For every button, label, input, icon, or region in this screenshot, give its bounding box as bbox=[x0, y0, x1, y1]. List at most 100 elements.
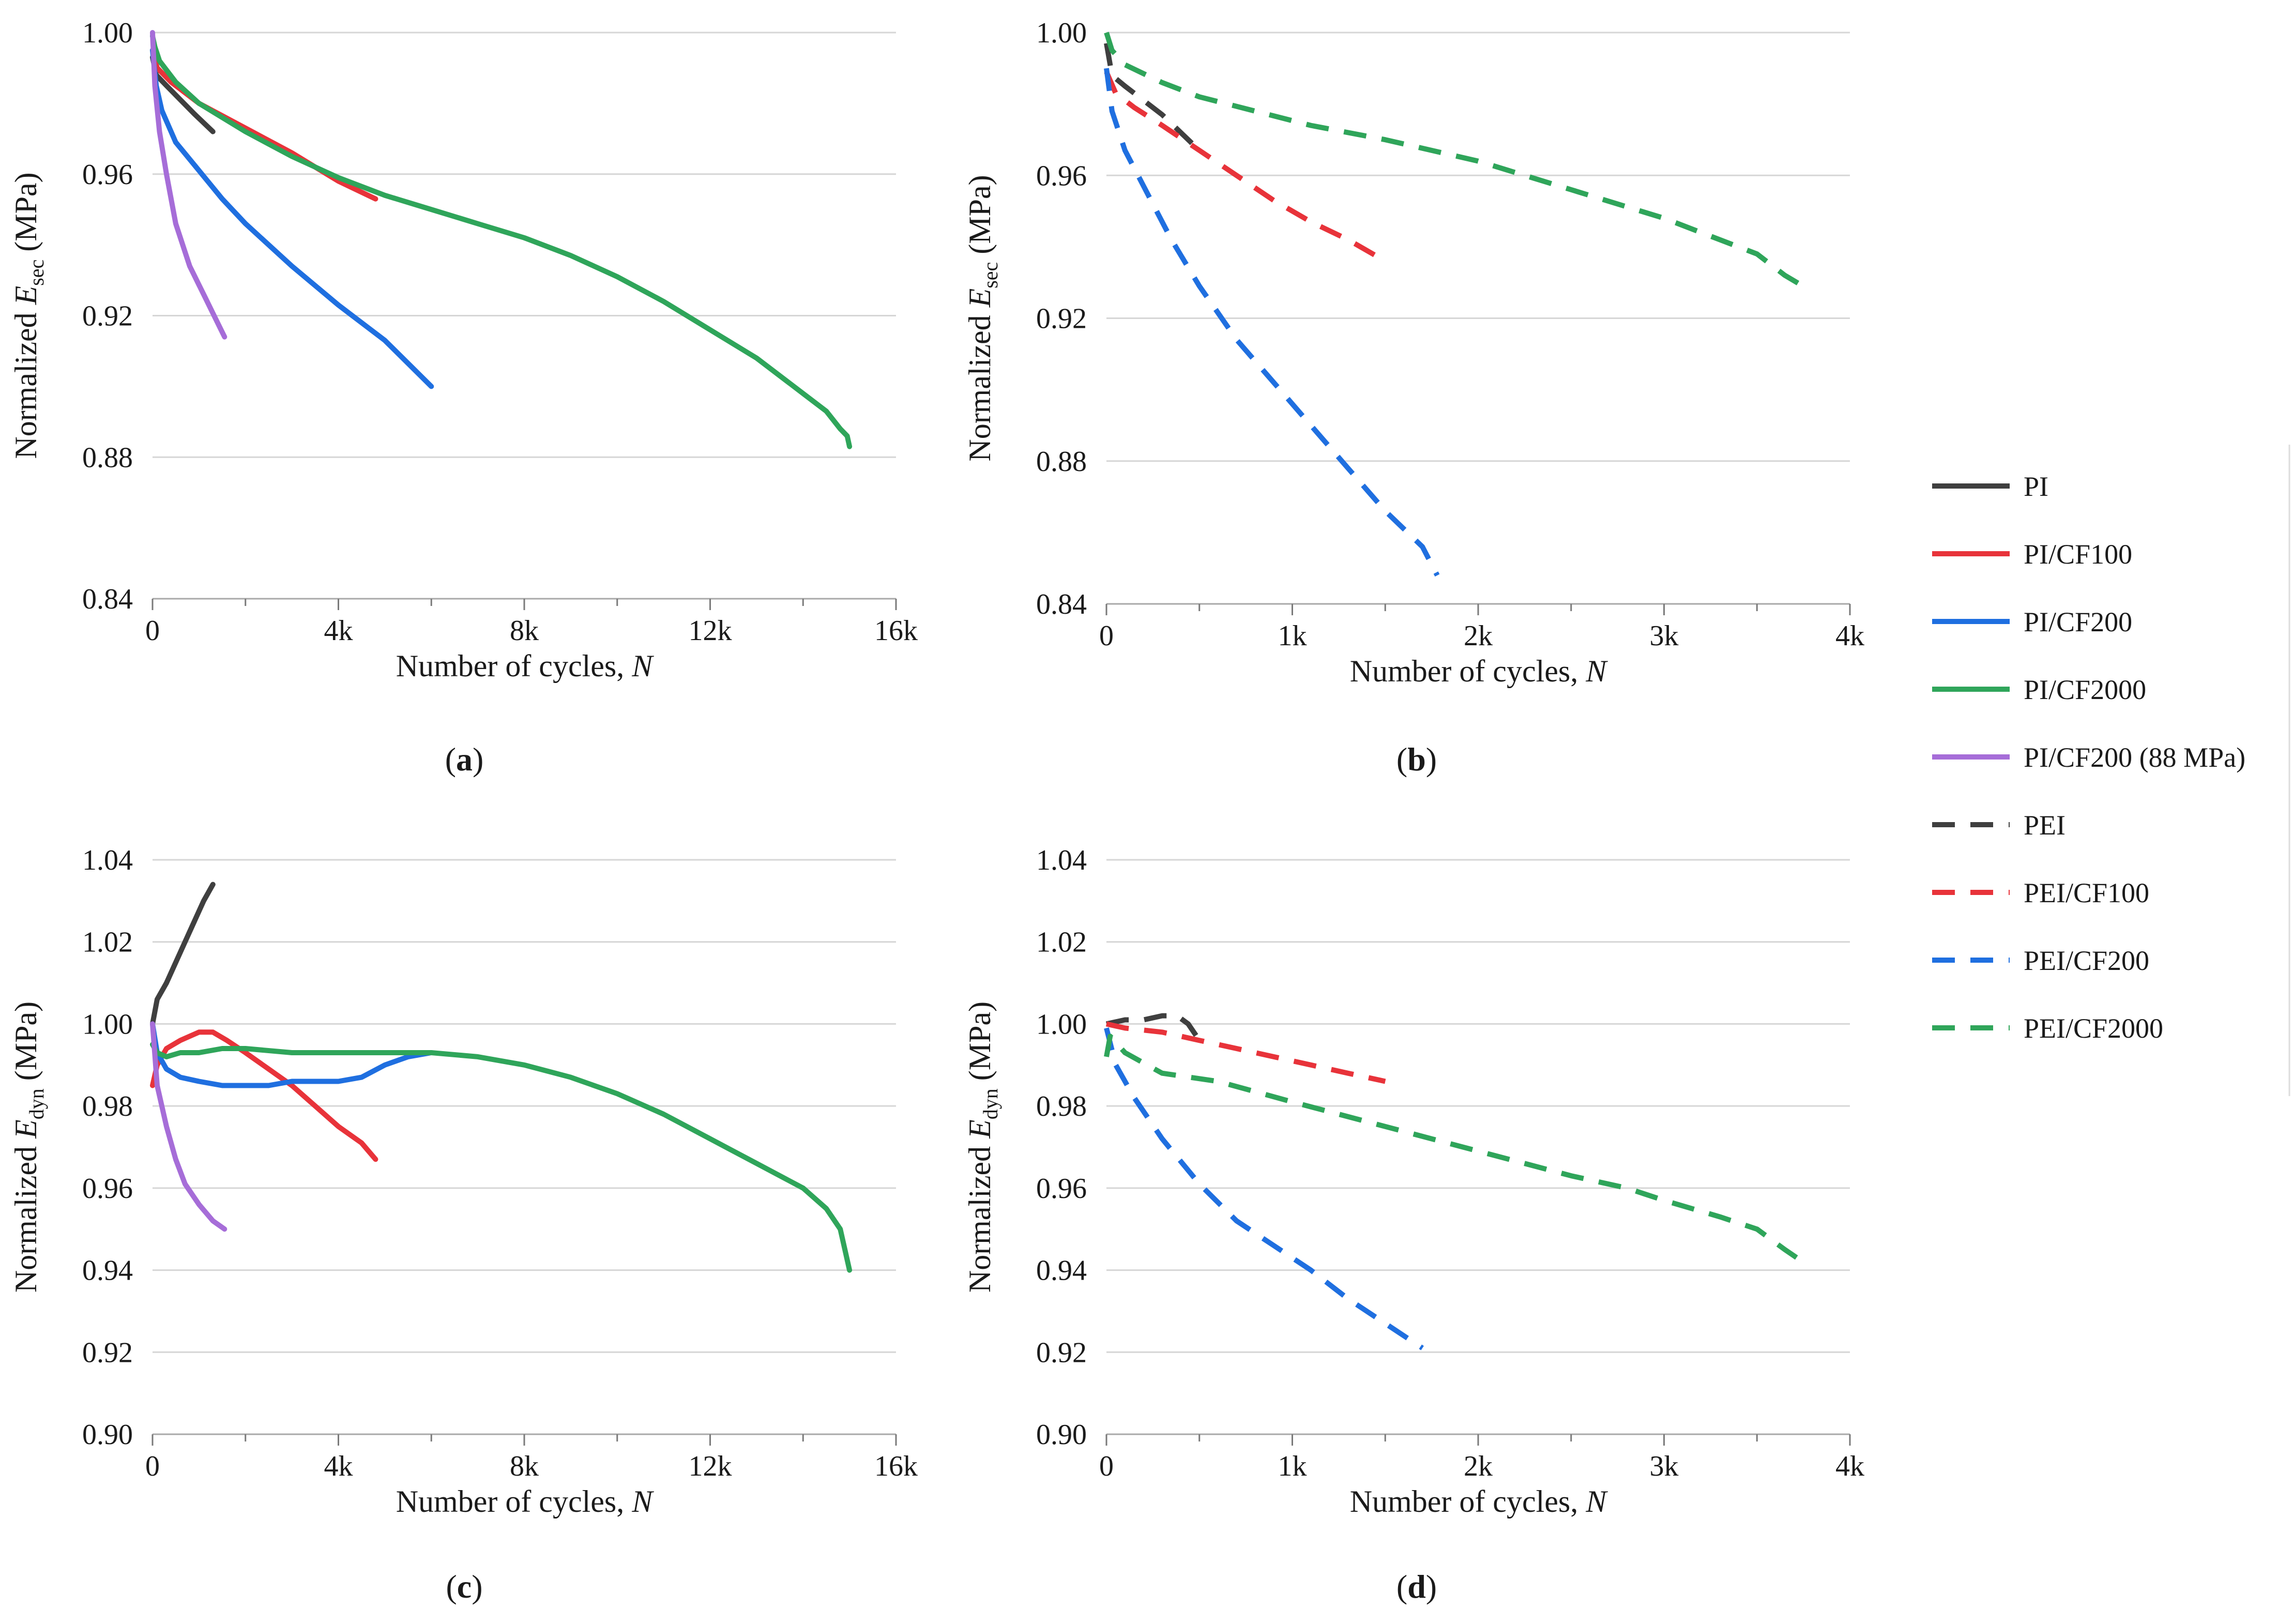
series-line-pei-cf200 bbox=[1104, 1027, 1424, 1350]
y-tick-label: 0.92 bbox=[82, 1337, 133, 1369]
series-line-pi-cf200-88-mpa bbox=[150, 30, 227, 340]
series-line-pi-cf200-88-mpa bbox=[150, 1021, 227, 1232]
x-tick-label: 4k bbox=[1835, 1450, 1864, 1482]
y-axis-label: Normalized Edyn (MPa) bbox=[9, 1001, 48, 1293]
y-axis-label-symbol: E bbox=[9, 286, 43, 306]
x-axis-label-text: Number of cycles, bbox=[396, 1484, 632, 1519]
series-line-pei-cf2000 bbox=[1104, 1034, 1811, 1268]
legend: PI PI/CF100 PI/CF200 PI/CF2000 PI/CF200 (88 … bbox=[1932, 445, 2290, 1096]
y-axis-label-text: Normalized bbox=[9, 1139, 43, 1293]
series-line-pi-cf2000 bbox=[150, 33, 853, 449]
y-tick-label: 1.02 bbox=[82, 927, 133, 959]
x-tick-label: 1k bbox=[1278, 1450, 1307, 1482]
series-line-pi-cf200 bbox=[150, 1021, 434, 1088]
legend-item: PI bbox=[1932, 471, 2048, 502]
y-tick-label: 1.04 bbox=[1036, 844, 1087, 876]
y-tick-label: 1.02 bbox=[1036, 927, 1087, 959]
legend-label: PI/CF100 bbox=[2024, 539, 2132, 570]
x-tick-label: 16k bbox=[874, 615, 918, 647]
panel-label: (d) bbox=[1396, 1568, 1437, 1605]
panel-label-close: ) bbox=[1426, 1568, 1437, 1605]
panel-label-close: ) bbox=[1426, 741, 1437, 778]
y-tick-label: 0.88 bbox=[1036, 446, 1087, 478]
y-axis-label-text: Normalized bbox=[963, 307, 997, 461]
legend-label: PEI bbox=[2024, 810, 2066, 841]
y-axis-label-subscript: dyn bbox=[25, 1088, 48, 1119]
y-tick-label: 0.96 bbox=[1036, 1173, 1087, 1205]
series-line-pi-cf200 bbox=[150, 48, 434, 389]
y-tick-label: 0.84 bbox=[1036, 588, 1087, 620]
x-tick-label: 16k bbox=[874, 1450, 918, 1482]
panels: 0.84 0.88 0.92 0.96 1.00 0 4k 8k 12k 16k Number of… bbox=[9, 17, 1864, 1605]
panel-label: (b) bbox=[1396, 741, 1437, 778]
y-tick-label: 1.00 bbox=[82, 1008, 133, 1040]
y-tick-label: 0.94 bbox=[1036, 1255, 1087, 1287]
x-tick-label: 0 bbox=[145, 1450, 160, 1482]
x-tick-label: 4k bbox=[324, 615, 353, 647]
panel-label-open: ( bbox=[1396, 1568, 1407, 1605]
y-tick-label: 1.00 bbox=[1036, 1008, 1087, 1040]
x-tick-label: 3k bbox=[1650, 1450, 1679, 1482]
y-tick-label: 0.98 bbox=[1036, 1090, 1087, 1122]
x-axis-label-symbol: N bbox=[631, 649, 654, 683]
y-axis-label-unit: (MPa) bbox=[963, 1001, 997, 1088]
x-tick-label: 2k bbox=[1464, 620, 1493, 652]
y-axis-label-symbol: E bbox=[963, 1119, 997, 1139]
panel-label-letter: c bbox=[457, 1568, 472, 1605]
y-tick-label: 1.00 bbox=[82, 17, 133, 49]
x-axis-label-symbol: N bbox=[1585, 1484, 1608, 1519]
panel-label-letter: d bbox=[1407, 1568, 1426, 1605]
legend-label: PI/CF200 bbox=[2024, 606, 2132, 638]
y-tick-label: 0.96 bbox=[82, 159, 133, 191]
panel-label-letter: a bbox=[456, 741, 473, 778]
x-axis-label-text: Number of cycles, bbox=[1350, 654, 1586, 688]
legend-item: PI/CF2000 bbox=[1932, 674, 2146, 705]
x-axis-label: Number of cycles, N bbox=[1350, 654, 1608, 688]
x-tick-label: 0 bbox=[145, 615, 160, 647]
y-tick-label: 0.90 bbox=[82, 1419, 133, 1451]
y-tick-label: 0.92 bbox=[1036, 1337, 1087, 1369]
x-axis-label: Number of cycles, N bbox=[396, 649, 655, 683]
series-line-pi-cf2000 bbox=[150, 1042, 853, 1273]
y-tick-label: 0.88 bbox=[82, 442, 133, 474]
legend-item: PI/CF200 bbox=[1932, 606, 2132, 638]
y-tick-label: 0.96 bbox=[1036, 160, 1087, 192]
y-axis-label-subscript: sec bbox=[25, 260, 48, 286]
panel-label: (c) bbox=[446, 1568, 482, 1605]
x-axis-label-text: Number of cycles, bbox=[1350, 1484, 1586, 1519]
y-tick-label: 0.92 bbox=[1036, 303, 1087, 335]
y-axis-label-symbol: E bbox=[963, 289, 997, 308]
x-tick-label: 4k bbox=[324, 1450, 353, 1482]
chart-panel-c: 0.90 0.92 0.94 0.96 0.98 1.00 1.02 1.04 0 4k 8k 12k… bbox=[9, 844, 918, 1605]
x-tick-label: 12k bbox=[689, 615, 732, 647]
x-tick-label: 1k bbox=[1278, 620, 1307, 652]
x-tick-label: 8k bbox=[510, 1450, 539, 1482]
y-tick-label: 0.96 bbox=[82, 1173, 133, 1205]
y-tick-label: 1.04 bbox=[82, 844, 133, 876]
legend-item: PEI bbox=[1932, 810, 2066, 841]
legend-label: PEI/CF200 bbox=[2024, 945, 2149, 976]
legend-item: PEI/CF2000 bbox=[1932, 1013, 2163, 1044]
chart-panel-a: 0.84 0.88 0.92 0.96 1.00 0 4k 8k 12k 16k Number of… bbox=[9, 17, 918, 778]
x-tick-label: 0 bbox=[1099, 620, 1114, 652]
series-line-pei bbox=[1104, 42, 1202, 153]
panel-label-close: ) bbox=[472, 1568, 482, 1605]
x-axis-label-text: Number of cycles, bbox=[396, 649, 632, 683]
y-axis-label-unit: (MPa) bbox=[9, 172, 43, 259]
panel-label-open: ( bbox=[445, 741, 456, 778]
y-axis-label: Normalized Esec (MPa) bbox=[9, 172, 48, 459]
y-tick-label: 1.00 bbox=[1036, 17, 1087, 49]
y-tick-label: 0.84 bbox=[82, 583, 133, 615]
series-line-pei bbox=[1105, 1013, 1202, 1042]
y-tick-label: 0.92 bbox=[82, 300, 133, 332]
legend-item: PI/CF200 (88 MPa) bbox=[1932, 742, 2245, 773]
y-axis-label-unit: (MPa) bbox=[963, 175, 997, 262]
x-tick-label: 0 bbox=[1099, 1450, 1114, 1482]
y-axis-label-unit: (MPa) bbox=[9, 1001, 43, 1088]
x-axis-label-symbol: N bbox=[631, 1484, 654, 1519]
y-tick-label: 0.98 bbox=[82, 1090, 133, 1122]
x-axis-label: Number of cycles, N bbox=[396, 1484, 655, 1519]
series-line-pei-cf100 bbox=[1105, 1021, 1386, 1084]
x-tick-label: 12k bbox=[689, 1450, 732, 1482]
series-line-pei-cf200 bbox=[1104, 68, 1440, 577]
